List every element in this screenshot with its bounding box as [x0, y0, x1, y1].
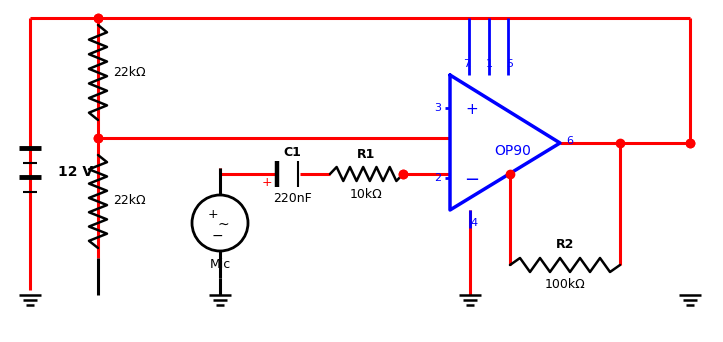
Text: 5: 5 — [507, 59, 513, 69]
Text: 22kΩ: 22kΩ — [113, 66, 145, 79]
Text: +: + — [208, 208, 218, 221]
Text: 100kΩ: 100kΩ — [544, 278, 586, 291]
Text: 12 V: 12 V — [58, 165, 93, 179]
Text: Mic: Mic — [210, 259, 231, 272]
Text: 22kΩ: 22kΩ — [113, 195, 145, 208]
Text: 4: 4 — [471, 218, 478, 228]
Text: −: − — [211, 229, 223, 243]
Text: −: − — [464, 171, 479, 189]
Text: 3: 3 — [435, 103, 442, 113]
Text: 220nF: 220nF — [273, 192, 312, 205]
Text: C1: C1 — [283, 145, 301, 158]
Text: 1: 1 — [486, 59, 492, 69]
Text: R2: R2 — [556, 238, 574, 251]
Text: 7: 7 — [463, 59, 471, 69]
Text: 6: 6 — [567, 136, 573, 146]
Text: 2: 2 — [435, 173, 442, 183]
Text: ~: ~ — [217, 218, 228, 232]
Text: OP90: OP90 — [495, 144, 531, 158]
Text: +: + — [466, 103, 479, 118]
Text: +: + — [262, 175, 273, 188]
Text: 10kΩ: 10kΩ — [350, 187, 382, 200]
Text: R1: R1 — [357, 147, 375, 160]
